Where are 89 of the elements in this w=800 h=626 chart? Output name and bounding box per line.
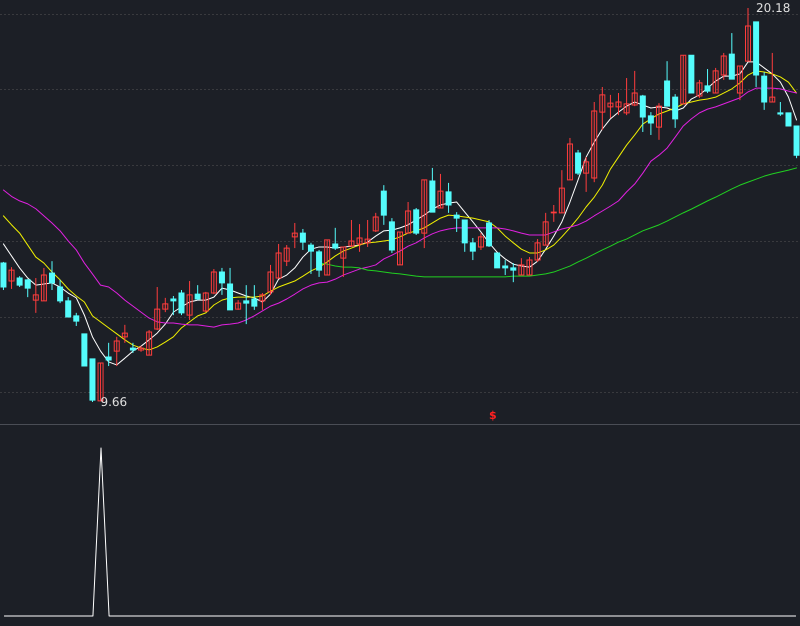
candlestick — [534, 238, 541, 262]
candlestick — [526, 256, 532, 276]
candlestick — [632, 70, 638, 107]
candlestick — [364, 219, 371, 248]
candlestick — [624, 78, 630, 116]
candlestick — [777, 102, 784, 116]
candlestick — [421, 179, 428, 249]
candlestick — [178, 290, 184, 316]
candlestick — [380, 184, 387, 226]
candlestick — [599, 86, 606, 131]
candlestick — [470, 237, 476, 261]
candlestick — [446, 182, 452, 214]
candlestick — [356, 224, 363, 252]
candlestick — [243, 284, 250, 325]
candlestick — [607, 94, 614, 119]
candlestick — [405, 202, 412, 234]
candlestick — [462, 219, 468, 252]
candlestick — [106, 342, 112, 367]
candlestick — [616, 92, 622, 116]
candlestick — [162, 297, 168, 313]
candlestick — [478, 232, 484, 250]
candlestick — [194, 284, 201, 301]
candlestick — [292, 222, 298, 249]
candlestick — [268, 264, 274, 296]
candlestick — [218, 267, 225, 296]
candlestick — [332, 227, 338, 250]
candlestick — [122, 324, 128, 344]
candlestick — [154, 286, 160, 331]
candlestick — [575, 149, 582, 176]
candlestick — [413, 207, 420, 236]
candlestick — [566, 137, 573, 180]
candlestick — [276, 243, 282, 279]
candlestick — [640, 94, 646, 132]
candlestick — [583, 156, 590, 192]
candlestick — [680, 54, 686, 104]
candlestick — [550, 204, 557, 222]
candlestick — [769, 52, 776, 103]
candlestick — [259, 292, 266, 310]
candlestick — [130, 342, 136, 354]
candlestick — [170, 296, 176, 316]
candlestick — [284, 244, 290, 267]
candlestick — [202, 291, 209, 313]
candlestick — [785, 112, 792, 126]
candlestick — [736, 66, 743, 101]
annotation: 9.66 — [100, 395, 128, 409]
candlestick — [16, 276, 23, 288]
candlestick — [73, 312, 80, 326]
candlestick — [486, 219, 492, 248]
candlestick — [542, 212, 549, 246]
candlestick — [696, 79, 702, 98]
candlestick — [40, 267, 47, 302]
candlestick — [372, 212, 379, 232]
text: $ — [488, 409, 497, 422]
candlestick — [656, 102, 662, 140]
candlestick — [8, 266, 15, 290]
candlestick — [251, 284, 258, 310]
candlestick — [454, 212, 460, 232]
candlestick — [591, 102, 598, 183]
candlestick — [348, 219, 354, 248]
candlestick — [308, 242, 314, 274]
candlestick — [186, 280, 193, 320]
candlestick — [65, 296, 72, 318]
candlestick — [32, 278, 39, 314]
candlestick — [437, 173, 444, 208]
candlestick — [316, 249, 322, 278]
candlestick — [0, 261, 6, 291]
candlestick — [24, 278, 31, 298]
candlestick — [324, 239, 330, 276]
candlestick — [114, 336, 120, 367]
candlestick — [704, 68, 711, 94]
candlestick — [745, 8, 751, 62]
candlestick — [558, 170, 565, 214]
candlestick — [300, 228, 306, 250]
annotation: 20.18 — [756, 1, 790, 15]
candlestick — [720, 52, 727, 80]
candlestick — [340, 246, 346, 278]
candlestick — [494, 252, 500, 268]
candlestick — [672, 94, 678, 128]
candlestick — [648, 112, 654, 136]
candlestick — [397, 231, 403, 266]
candlestick — [210, 268, 217, 295]
candlestick — [235, 300, 242, 310]
candlestick — [57, 279, 64, 304]
candlestick — [49, 260, 55, 291]
candlestick — [146, 330, 152, 356]
candlestick — [712, 67, 719, 94]
candlestick — [510, 262, 516, 283]
candlestick — [502, 260, 508, 276]
candlestick — [518, 258, 524, 276]
